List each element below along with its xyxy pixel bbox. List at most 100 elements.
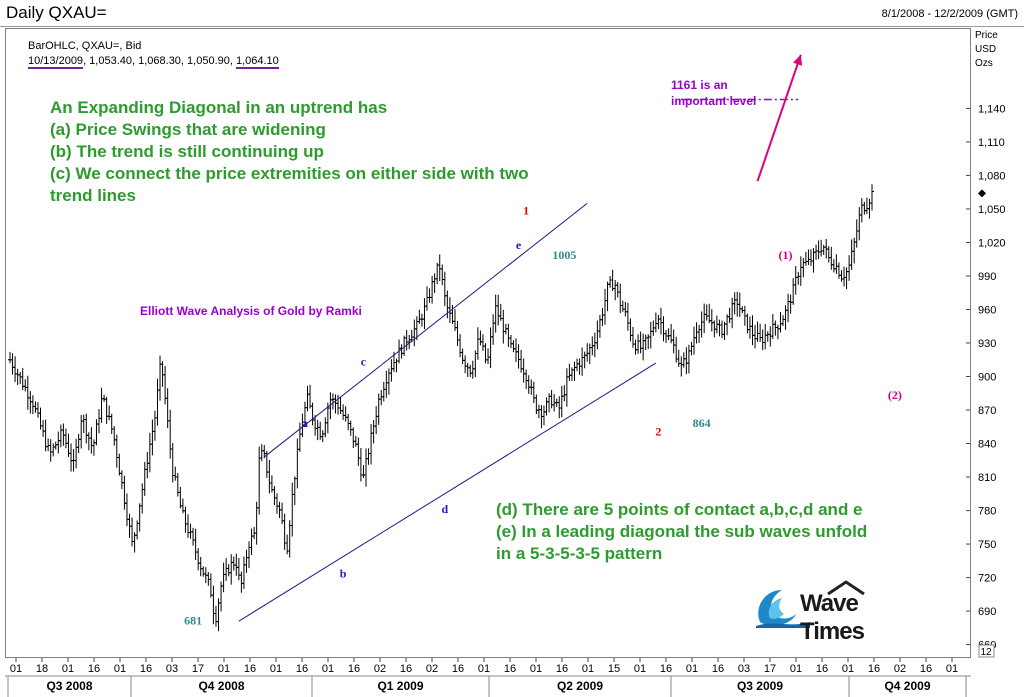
- x-tick-label: 02: [894, 663, 906, 675]
- x-tick-label: 01: [946, 663, 958, 675]
- wave-label: e: [516, 238, 522, 252]
- trend-line: [263, 202, 588, 458]
- x-tick-label: 01: [582, 663, 594, 675]
- y-axis-label-ozs: Ozs: [975, 58, 993, 69]
- diag-line-2: (a) Price Swings that are widening: [50, 120, 326, 139]
- x-tick-label: 16: [712, 663, 724, 675]
- x-tick-label: 16: [296, 663, 308, 675]
- page-number-box: [978, 644, 995, 658]
- y-tick-label: 1,080: [978, 170, 1006, 182]
- contact-line-2: (e) In a leading diagonal the sub waves …: [496, 522, 868, 541]
- x-tick-label: 17: [192, 663, 204, 675]
- x-tick-label: 16: [816, 663, 828, 675]
- x-tick-label: 16: [920, 663, 932, 675]
- y-axis-label-usd: USD: [975, 44, 996, 55]
- x-tick-label: 01: [478, 663, 490, 675]
- y-axis-label-price: Price: [975, 30, 998, 41]
- y-tick-label: 780: [978, 506, 996, 518]
- x-period-label: Q2 2009: [557, 679, 603, 693]
- x-tick-label: 01: [270, 663, 282, 675]
- y-tick-label: 1,140: [978, 103, 1006, 115]
- y-tick-label: 870: [978, 405, 996, 417]
- diag-line-1: An Expanding Diagonal in an uptrend has: [50, 98, 388, 117]
- bar-info-ohl: , 1,053.40, 1,068.30, 1,050.90,: [83, 55, 236, 67]
- x-period-label: Q4 2008: [198, 679, 244, 693]
- wave-label: 681: [184, 613, 202, 627]
- wave-label: b: [340, 567, 347, 581]
- last-price-marker: [978, 189, 986, 198]
- projection-arrowhead: [793, 54, 803, 66]
- page-number: 12: [980, 647, 992, 658]
- y-tick-label: 690: [978, 606, 996, 618]
- x-tick-label: 18: [36, 663, 48, 675]
- y-tick-label: 810: [978, 472, 996, 484]
- wave-label: 2: [655, 425, 661, 439]
- contact-line-1: (d) There are 5 points of contact a,b,c,…: [496, 500, 863, 519]
- wave-label: (2): [888, 388, 902, 402]
- chart-title: Daily QXAU=: [6, 3, 107, 22]
- house-roof-icon: [827, 580, 865, 596]
- y-tick-label: 1,110: [978, 137, 1005, 149]
- x-tick-label: 02: [426, 663, 438, 675]
- wave-label: 1: [523, 204, 529, 218]
- x-tick-label: 02: [374, 663, 386, 675]
- x-tick-label: 16: [452, 663, 464, 675]
- bar-info-date: 10/13/2009: [28, 55, 84, 69]
- contact-line-3: in a 5-3-5-3-5 pattern: [496, 544, 663, 563]
- bar-info-line2: 10/13/2009, 1,053.40, 1,068.30, 1,050.90…: [28, 55, 279, 69]
- y-tick-label: 900: [978, 372, 996, 384]
- x-tick-label: 01: [322, 663, 334, 675]
- y-tick-label: 930: [978, 338, 996, 350]
- logo-text: Wave Times: [800, 590, 865, 645]
- y-tick-label: 960: [978, 304, 996, 316]
- contact-explanation: (d) There are 5 points of contact a,b,c,…: [496, 499, 867, 565]
- level-note-line1: 1161 is an: [671, 78, 728, 92]
- y-tick-label: 720: [978, 573, 996, 585]
- wave-label: d: [441, 502, 448, 516]
- x-tick-label: 16: [660, 663, 672, 675]
- x-tick-label: 16: [348, 663, 360, 675]
- x-tick-label: 01: [62, 663, 74, 675]
- x-tick-label: 03: [166, 663, 178, 675]
- x-tick-label: 03: [738, 663, 750, 675]
- wave-label: 864: [693, 416, 711, 430]
- wave-label: (1): [779, 248, 793, 262]
- x-tick-label: 16: [556, 663, 568, 675]
- diag-line-3: (b) The trend is still continuing up: [50, 142, 324, 161]
- diag-line-4: (c) We connect the price extremities on …: [50, 164, 529, 183]
- x-tick-label: 01: [10, 663, 22, 675]
- date-range: 8/1/2008 - 12/2/2009 (GMT): [881, 8, 1018, 20]
- x-tick-label: 01: [218, 663, 230, 675]
- wave-logo-icon: [756, 590, 810, 628]
- projection-arrow: [756, 54, 802, 182]
- author-note: Elliott Wave Analysis of Gold by Ramki: [140, 304, 362, 318]
- x-tick-label: 15: [608, 663, 620, 675]
- wave-times-logo: Wave Times: [752, 580, 922, 645]
- wave-label: 1005: [552, 248, 576, 262]
- x-tick-label: 01: [842, 663, 854, 675]
- y-tick-label: 840: [978, 439, 996, 451]
- level-note-line2: important level: [671, 94, 757, 108]
- x-period-label: Q4 2009: [884, 679, 930, 693]
- x-tick-label: 16: [400, 663, 412, 675]
- x-tick-label: 01: [686, 663, 698, 675]
- x-period-label: Q3 2009: [737, 679, 783, 693]
- x-tick-label: 16: [88, 663, 100, 675]
- chart-header: Daily QXAU= 8/1/2008 - 12/2/2009 (GMT): [0, 0, 1024, 27]
- x-tick-label: 16: [868, 663, 880, 675]
- wave-label: a: [302, 416, 308, 430]
- y-tick-label: 990: [978, 271, 996, 283]
- level-note: 1161 is an important level: [671, 77, 756, 109]
- x-tick-label: 01: [114, 663, 126, 675]
- y-tick-label: 1,050: [978, 204, 1006, 216]
- y-tick-label: 1,020: [978, 237, 1006, 249]
- trend-line: [238, 362, 657, 622]
- x-period-label: Q3 2008: [46, 679, 92, 693]
- plot-area[interactable]: [5, 28, 971, 658]
- x-tick-label: 01: [634, 663, 646, 675]
- y-tick-label: 750: [978, 539, 996, 551]
- x-tick-label: 16: [504, 663, 516, 675]
- x-tick-label: 17: [764, 663, 776, 675]
- x-tick-label: 01: [530, 663, 542, 675]
